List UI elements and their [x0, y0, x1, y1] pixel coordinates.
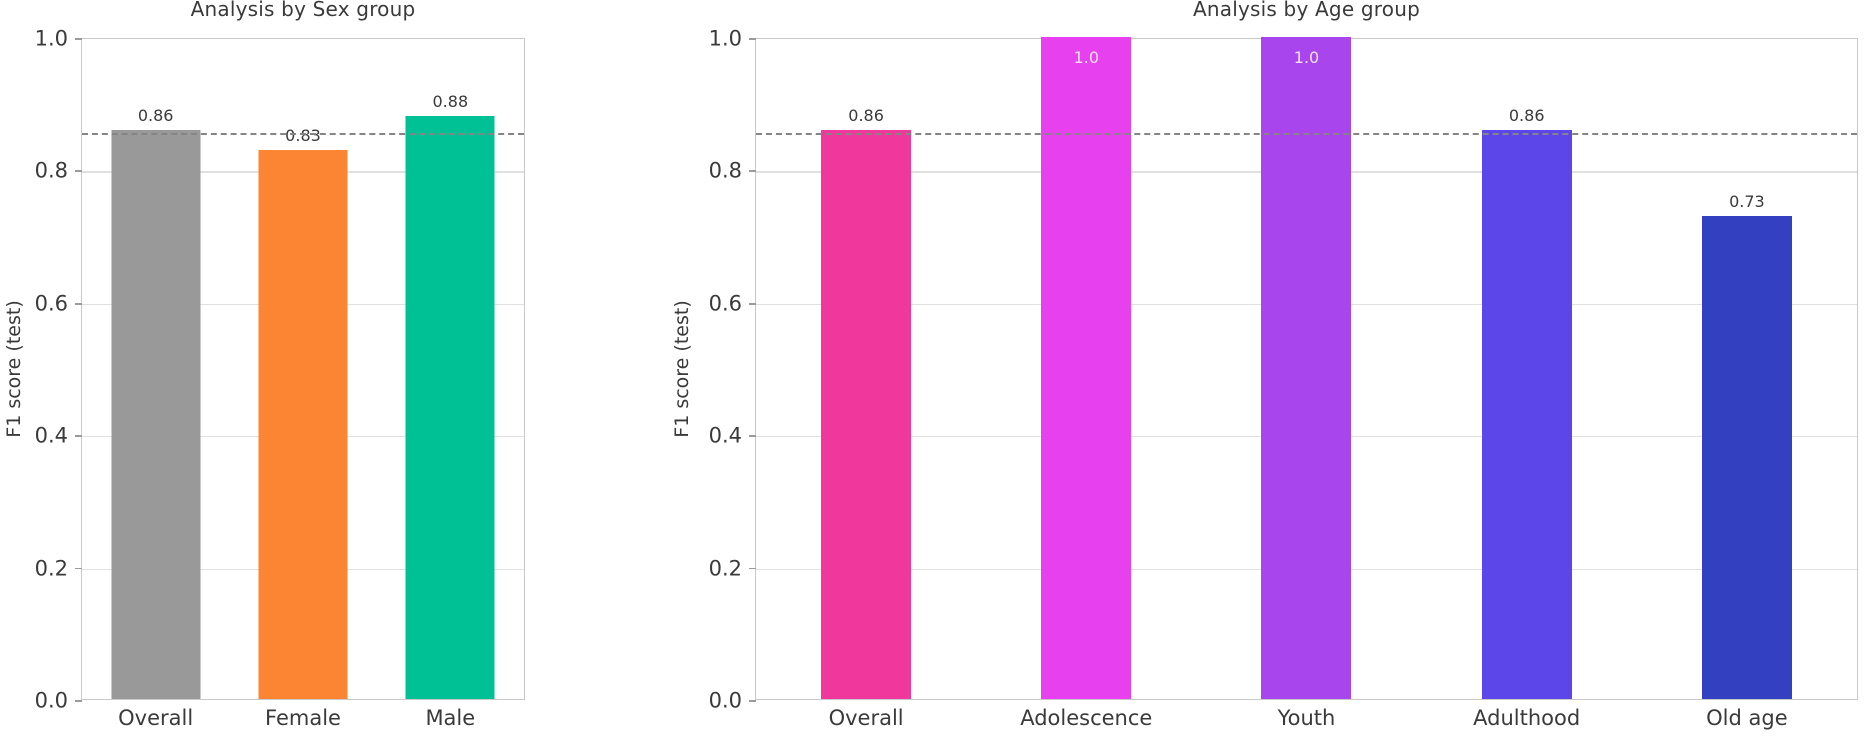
y-tick-label: 0.2 [708, 556, 742, 581]
x-tick-label: Overall [828, 706, 904, 730]
bar-value-label: 1.0 [1293, 48, 1320, 67]
reference-line [756, 133, 1857, 136]
bar-male [405, 116, 495, 699]
bar-adulthood [1481, 129, 1572, 699]
y-tick-label: 1.0 [708, 26, 742, 51]
bar-youth [1261, 37, 1352, 699]
category-slot-male: 0.88 Male [377, 39, 524, 730]
bar-value-label: 0.86 [137, 105, 174, 125]
y-tick-mark [749, 567, 756, 570]
category-slot-youth: 1.0 Youth [1196, 37, 1416, 730]
y-tick-label: 0.8 [708, 158, 742, 183]
chart-title: Analysis by Age group [1193, 0, 1420, 21]
category-slot-overall: 0.86 Overall [82, 39, 229, 730]
chart-title: Analysis by Sex group [190, 0, 416, 21]
x-tick-label: Youth [1277, 706, 1336, 730]
y-tick-mark [749, 38, 756, 40]
y-tick-label: 0.0 [708, 688, 742, 713]
category-slot-adulthood: 0.86 Adulthood [1417, 39, 1637, 730]
y-tick-mark [75, 302, 82, 305]
y-tick-label: 0.8 [34, 158, 68, 183]
x-tick-label: Adulthood [1473, 706, 1581, 730]
bar-value-label: 0.86 [1508, 105, 1545, 125]
y-tick-mark [749, 435, 756, 437]
y-tick-label: 0.6 [34, 291, 68, 316]
category-slot-adolescence: 1.0 Adolescence [976, 37, 1196, 730]
y-tick-label: 0.0 [34, 688, 68, 713]
y-tick-label: 0.4 [708, 423, 742, 448]
y-tick-mark [75, 170, 82, 173]
y-tick-mark [75, 700, 82, 702]
bar-adolescence [1041, 37, 1132, 699]
y-tick-label: 0.4 [34, 423, 68, 448]
bar-value-label: 1.0 [1073, 48, 1100, 67]
bar-overall [111, 129, 201, 699]
y-tick-mark [75, 435, 82, 437]
x-tick-label: Male [425, 706, 476, 730]
bar-value-label: 0.86 [848, 105, 884, 125]
y-tick-mark [749, 302, 756, 305]
x-tick-label: Old age [1706, 706, 1788, 730]
y-tick-label: 1.0 [34, 26, 68, 51]
category-slot-female: 0.83 Female [229, 39, 376, 730]
bar-female [258, 149, 348, 699]
plot-area: 0.0 0.2 0.4 0.6 0.8 1.0 0.86 Overall 0.83 Female 0… [35, 27, 525, 730]
y-tick-mark [75, 567, 82, 570]
bar-value-label: 0.73 [1729, 191, 1765, 211]
y-tick-mark [749, 170, 756, 173]
plot-area: 0.0 0.2 0.4 0.6 0.8 1.0 0.86 Overall 1.0 Adolesce… [709, 27, 1858, 730]
y-tick-label: 0.6 [708, 291, 742, 316]
x-tick-label: Adolescence [1020, 706, 1153, 730]
y-tick-mark [749, 700, 756, 702]
category-slot-overall: 0.86 Overall [756, 39, 976, 730]
x-tick-label: Female [265, 706, 341, 730]
y-axis-label: F1 score (test) [671, 300, 693, 438]
y-tick-mark [75, 38, 82, 40]
bar-old-age [1701, 215, 1792, 699]
y-tick-label: 0.2 [34, 556, 68, 581]
bar-overall [821, 129, 912, 699]
category-slot-old-age: 0.73 Old age [1637, 39, 1857, 730]
bar-value-label: 0.88 [432, 92, 469, 112]
x-tick-label: Overall [118, 706, 194, 730]
reference-line [82, 133, 524, 136]
